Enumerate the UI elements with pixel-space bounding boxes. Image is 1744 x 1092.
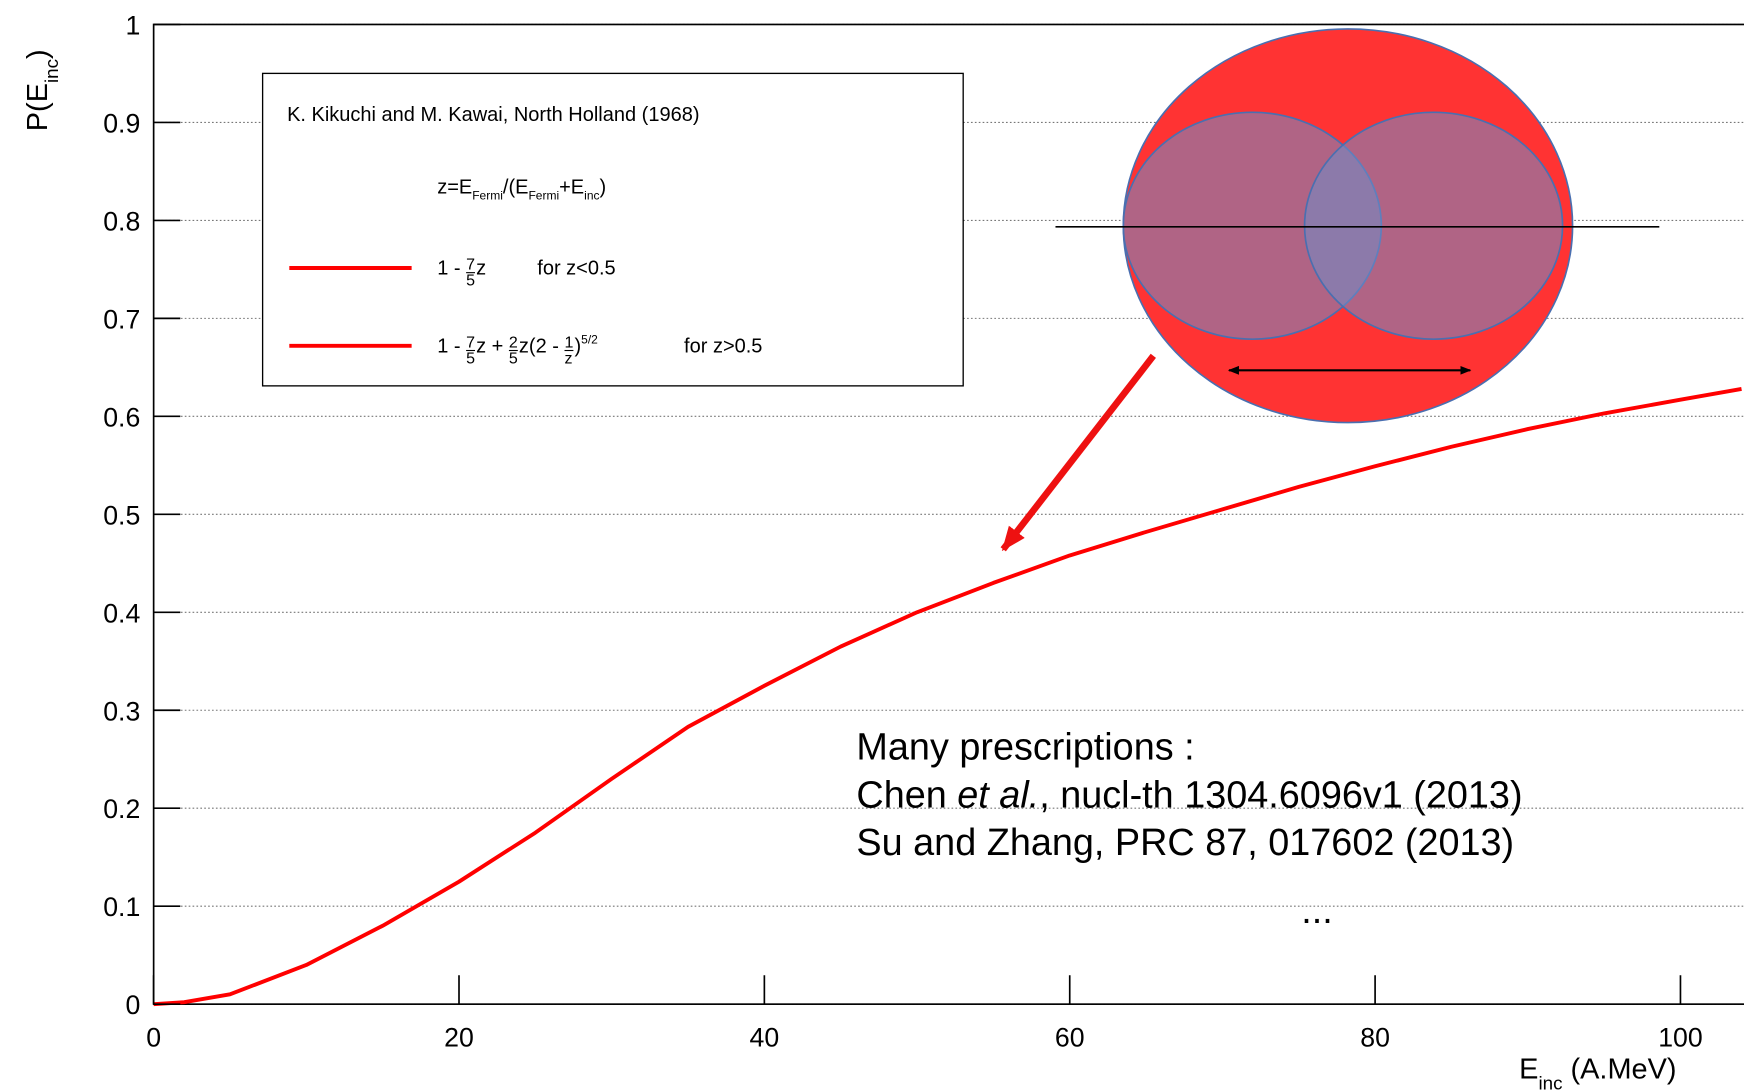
legend-box — [261, 72, 964, 387]
rich-text: 1 - — [437, 336, 466, 358]
fraction-denominator: 5 — [466, 273, 475, 290]
rich-text: /(E — [503, 176, 529, 198]
y-tick-label: 0 — [125, 990, 140, 1020]
y-tick-label: 0.8 — [103, 206, 140, 236]
pointer-arrow — [1000, 353, 1156, 552]
y-tick-label: 0.4 — [103, 598, 140, 628]
x-axis-label: Einc (A.MeV) — [1519, 1054, 1676, 1092]
fraction-denominator: 5 — [466, 351, 475, 368]
legend: K. Kikuchi and M. Kawai, North Holland (… — [261, 72, 964, 387]
rich-text: z(2 - — [519, 336, 565, 358]
fraction-numerator: 2 — [509, 335, 518, 352]
x-tick-label: 40 — [750, 1022, 780, 1052]
y-tick-label: 1 — [125, 10, 140, 40]
label-part: Chen — [856, 774, 957, 816]
rich-text: z — [476, 258, 486, 280]
fraction-numerator: 7 — [466, 335, 475, 352]
fraction-numerator: 7 — [466, 257, 475, 274]
rich-text: ) — [575, 336, 582, 358]
y-tick-label: 0.5 — [103, 500, 140, 530]
x-tick-label: 0 — [146, 1022, 161, 1052]
y-tick-label: 0.9 — [103, 108, 140, 138]
fraction-denominator: z — [565, 351, 573, 368]
annotation: ... — [1301, 890, 1333, 932]
legend-title: K. Kikuchi and M. Kawai, North Holland (… — [287, 104, 699, 126]
rich-text: 1 - — [437, 258, 466, 280]
rich-text: 5/2 — [581, 333, 598, 347]
y-tick-label: 0.1 — [103, 892, 140, 922]
y-tick-label: 0.6 — [103, 402, 140, 432]
y-tick-label: 0.7 — [103, 304, 140, 334]
annotation: Chen et al., nucl-th 1304.6096v1 (2013) — [856, 774, 1522, 816]
y-axis-label: P(Einc) — [22, 49, 61, 131]
rich-text: z=E — [437, 176, 472, 198]
rich-text: +E — [559, 176, 584, 198]
label-part: et al. — [957, 774, 1039, 816]
nucleus-diagram — [1055, 28, 1660, 424]
label-part: inc — [40, 59, 61, 83]
legend-note: for z>0.5 — [684, 336, 762, 358]
x-tick-label: 80 — [1360, 1022, 1390, 1052]
label-part: P(E — [22, 83, 54, 131]
rich-text: inc — [584, 188, 599, 202]
annotations: Many prescriptions : Chen et al., nucl-t… — [856, 727, 1522, 932]
x-tick-label: 20 — [444, 1022, 474, 1052]
y-tick-label: 0.2 — [103, 794, 140, 824]
fraction-numerator: 1 — [565, 335, 574, 352]
rich-text: ) — [600, 176, 607, 198]
label-part: (A.MeV) — [1562, 1054, 1676, 1086]
label-part: ) — [22, 49, 54, 59]
overlap-ellipse — [1303, 111, 1564, 340]
rich-text: Fermi — [528, 188, 559, 202]
label-part: E — [1519, 1054, 1538, 1086]
annotation: Many prescriptions : — [856, 727, 1194, 769]
label-part: inc — [1538, 1072, 1562, 1092]
label-part: , nucl-th 1304.6096v1 (2013) — [1039, 774, 1522, 816]
annotation: Su and Zhang, PRC 87, 017602 (2013) — [856, 822, 1514, 864]
legend-note: for z<0.5 — [537, 258, 615, 280]
data-line — [153, 386, 1742, 1007]
rich-text: z + — [476, 336, 509, 358]
y-tick-label: 0.3 — [103, 696, 140, 726]
rich-text: Fermi — [472, 188, 503, 202]
curves — [153, 386, 1742, 1007]
fraction-denominator: 5 — [509, 351, 518, 368]
x-tick-label: 100 — [1658, 1022, 1703, 1052]
x-tick-label: 60 — [1055, 1022, 1085, 1052]
